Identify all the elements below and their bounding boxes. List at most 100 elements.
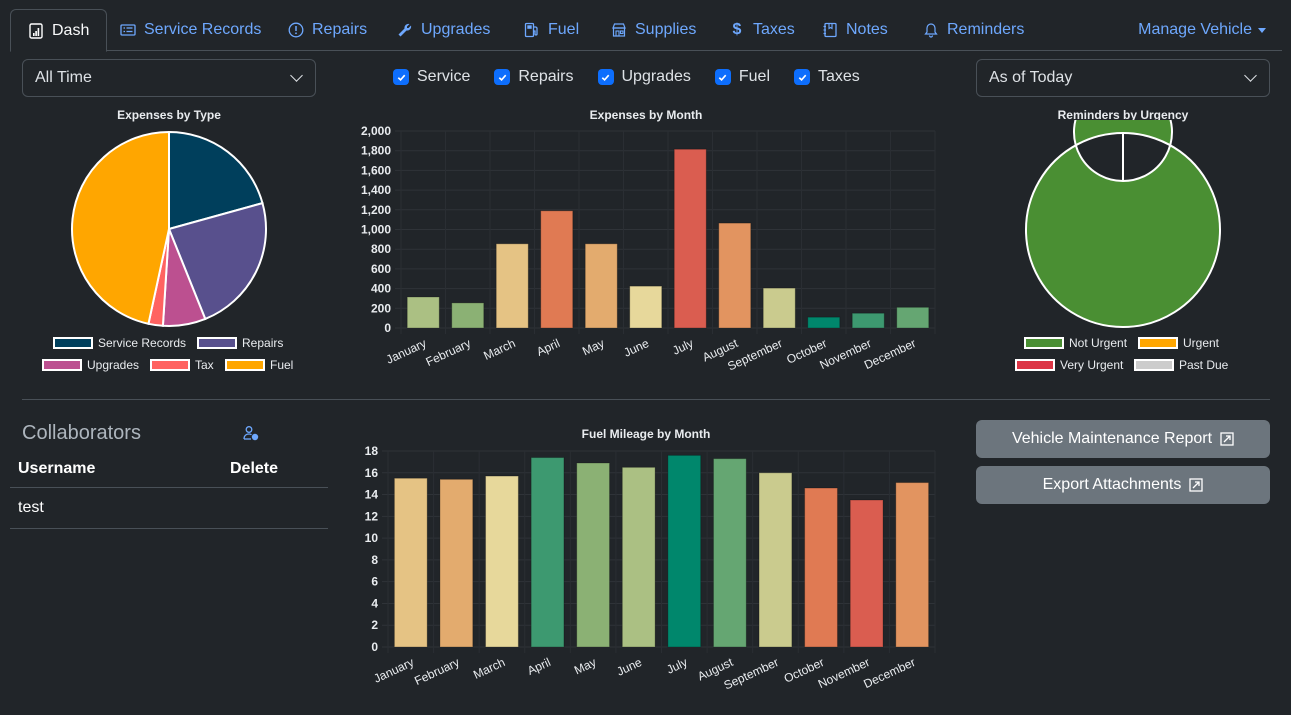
checkbox-label: Service [417, 68, 471, 85]
expenses-by-month-chart: 0 200 400 600 800 1,000 1,200 1,400 1,600 1,800 2,… [361, 124, 936, 374]
bar-november[interactable] [849, 499, 884, 648]
checkbox-service[interactable]: Service [393, 68, 470, 86]
reminder-period-select[interactable]: As of Today [976, 59, 1270, 97]
tab-notes[interactable]: Notes [822, 9, 888, 51]
caret-down-icon [1258, 27, 1266, 33]
legend-label: Service Records [98, 336, 187, 350]
legend-label: Tax [195, 358, 214, 372]
x-tick-label: February [424, 336, 473, 369]
bar-october[interactable] [804, 487, 838, 648]
checkbox-repairs[interactable]: Repairs [494, 68, 574, 86]
checkbox-upgrades[interactable]: Upgrades [597, 68, 691, 86]
checkbox-fuel[interactable]: Fuel [714, 68, 770, 86]
bar-january[interactable] [393, 477, 428, 648]
y-tick-label: 2,000 [361, 124, 391, 138]
bar-november[interactable] [851, 312, 885, 329]
bar-december[interactable] [895, 482, 930, 648]
button-label: Vehicle Maintenance Report [1011, 430, 1213, 447]
tab-repairs[interactable]: Repairs [288, 9, 367, 51]
box-arrow-up-right-icon [1220, 432, 1234, 446]
tab-upgrades[interactable]: Upgrades [397, 9, 490, 51]
legend-item-not-urgent[interactable]: Not Urgent [1024, 336, 1127, 350]
y-tick-label: 1,200 [361, 203, 391, 217]
legend-swatch [42, 359, 82, 371]
slice-fuel[interactable] [71, 130, 170, 325]
vehicle-maintenance-report-button[interactable]: Vehicle Maintenance Report [976, 420, 1270, 458]
shop-icon [612, 23, 626, 37]
y-tick-label: 0 [384, 321, 391, 335]
tab-label: Taxes [753, 21, 795, 38]
expense-type-filters: Service Repairs Upgrades Fuel Taxes [393, 66, 884, 88]
slice-not-urgent[interactable] [1025, 120, 1221, 328]
export-attachments-button[interactable]: Export Attachments [976, 466, 1270, 504]
bar-august[interactable] [718, 222, 752, 329]
legend-item-tax[interactable]: Tax [150, 358, 214, 372]
legend-item-past-due[interactable]: Past Due [1134, 358, 1228, 372]
checkbox-taxes[interactable]: Taxes [794, 68, 860, 86]
slice-repairs[interactable] [167, 201, 267, 321]
y-tick-label: 8 [371, 553, 378, 567]
check-icon [494, 69, 511, 85]
bar-december[interactable] [896, 306, 930, 329]
tab-label: Service Records [144, 21, 262, 38]
tab-fuel[interactable]: Fuel [524, 9, 579, 51]
bar-june[interactable] [621, 466, 656, 648]
tab-label: Upgrades [421, 21, 491, 38]
tab-service-records[interactable]: Service Records [120, 9, 261, 51]
period-select[interactable]: All Time [22, 59, 316, 97]
chart-title: Expenses by Month [589, 108, 703, 122]
checkbox-label: Upgrades [621, 68, 691, 85]
bar-october[interactable] [807, 316, 841, 329]
x-tick-label: July [664, 655, 689, 677]
legend-label: Fuel [270, 358, 294, 372]
check-icon [794, 69, 810, 85]
tab-dash[interactable]: Dash [10, 9, 108, 52]
manage-vehicle-dropdown[interactable]: Manage Vehicle [1138, 9, 1266, 51]
legend-item-upgrades[interactable]: Upgrades [42, 358, 139, 372]
legend-label: Upgrades [87, 358, 140, 372]
bar-july[interactable] [667, 454, 702, 648]
legend-item-service-records[interactable]: Service Records [53, 336, 186, 350]
bar-june[interactable] [629, 285, 663, 329]
legend-item-very-urgent[interactable]: Very Urgent [1015, 358, 1123, 372]
card-list-icon [120, 24, 136, 36]
bar-march[interactable] [485, 475, 519, 648]
tab-label: Reminders [947, 21, 1025, 38]
y-tick-label: 1,000 [361, 223, 391, 237]
bar-april[interactable] [540, 210, 574, 329]
bar-april[interactable] [530, 457, 565, 648]
legend-label: Repairs [242, 336, 284, 350]
bar-january[interactable] [406, 296, 440, 329]
legend-label: Past Due [1179, 358, 1229, 372]
tab-taxes[interactable]: $ Taxes [729, 9, 795, 51]
bar-may[interactable] [576, 462, 611, 648]
bar-september[interactable] [762, 287, 796, 329]
x-tick-label: December [861, 655, 917, 691]
legend-item-fuel[interactable]: Fuel [225, 358, 293, 372]
tab-label: Repairs [312, 21, 368, 38]
x-tick-label: March [481, 336, 517, 363]
x-tick-label: February [412, 655, 461, 688]
bar-may[interactable] [584, 243, 618, 329]
bar-september[interactable] [758, 472, 793, 648]
box-arrow-up-right-icon [1189, 478, 1204, 492]
bar-july[interactable] [673, 148, 707, 329]
y-tick-label: 14 [365, 488, 379, 502]
table-header: Username Delete [10, 450, 328, 488]
add-collaborator-icon[interactable] [243, 425, 259, 441]
tab-reminders[interactable]: Reminders [923, 9, 1024, 51]
bar-february[interactable] [439, 478, 474, 648]
legend-swatch [150, 359, 190, 371]
bar-march[interactable] [495, 243, 529, 329]
slice-service-records[interactable] [168, 130, 264, 231]
x-tick-label: November [816, 655, 872, 691]
bar-february[interactable] [451, 302, 485, 329]
y-tick-label: 12 [365, 509, 379, 523]
tab-supplies[interactable]: Supplies [611, 9, 696, 51]
bar-august[interactable] [712, 458, 747, 648]
x-tick-label: April [525, 655, 553, 678]
x-tick-label: April [534, 336, 562, 359]
legend-item-repairs[interactable]: Repairs [197, 336, 283, 350]
legend-item-urgent[interactable]: Urgent [1138, 336, 1219, 350]
